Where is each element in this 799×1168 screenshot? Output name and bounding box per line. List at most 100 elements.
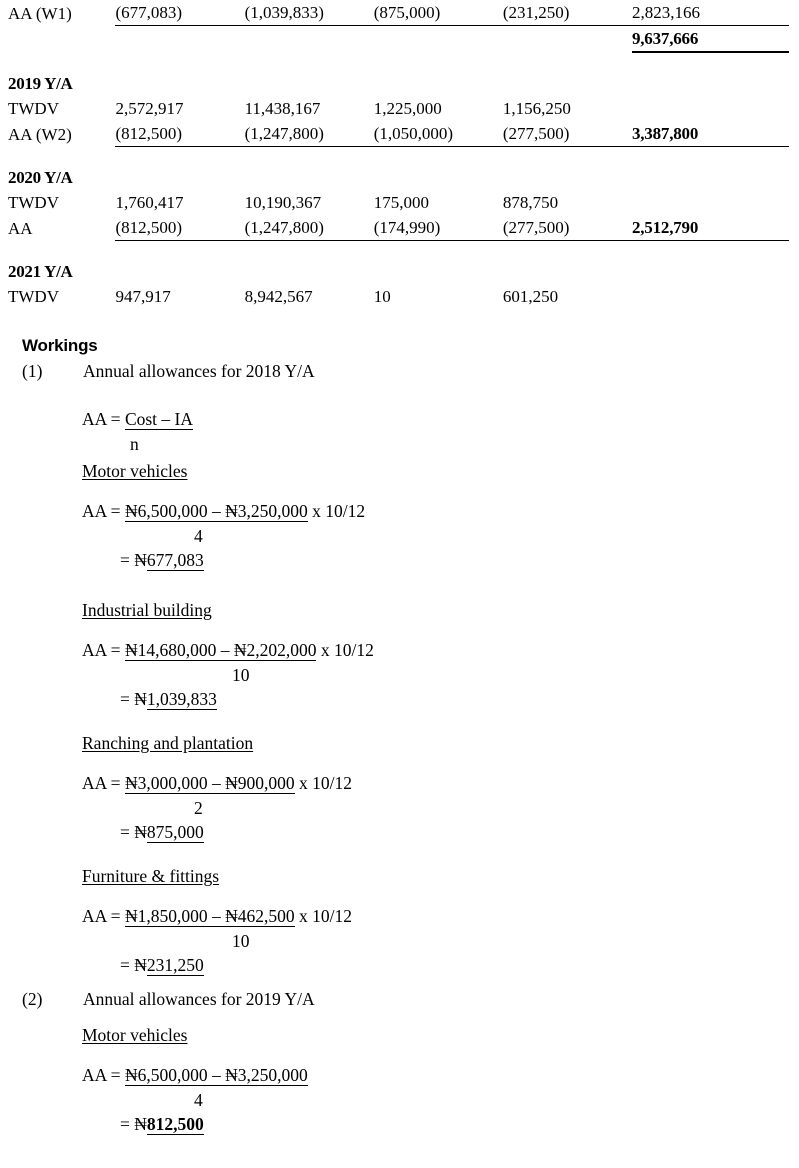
working-item-2: (2) Annual allowances for 2019 Y/A — [22, 986, 799, 1012]
asset-name: Industrial building — [82, 600, 212, 620]
formula-lhs: AA = — [82, 906, 125, 926]
spacer — [82, 623, 799, 631]
table-row: 2021 Y/A — [8, 259, 789, 284]
row-total — [632, 71, 789, 96]
working-title: Annual allowances for 2019 Y/A — [83, 989, 315, 1009]
row-value-motor — [115, 165, 244, 190]
row-value-ranching — [374, 259, 503, 284]
formula-denominator: 10 — [232, 665, 250, 685]
asset-name: Motor vehicles — [82, 1025, 188, 1045]
formula-lhs: AA = — [82, 501, 125, 521]
row-total — [632, 96, 789, 121]
asset-name-heading: Motor vehicles — [82, 458, 799, 484]
row-value-ranching: (174,990) — [373, 215, 503, 241]
row-value-motor: (812,500) — [115, 215, 245, 241]
spacer — [0, 712, 799, 728]
result-value: 231,250 — [146, 955, 204, 976]
spacer — [0, 845, 799, 861]
table-row: 9,637,666 — [8, 25, 789, 53]
row-label: AA (W2) — [8, 124, 72, 144]
asset-formula-line: AA = ₦1,850,000 – ₦462,500 x 10/12 — [82, 904, 799, 929]
row-value-building: 8,942,567 — [244, 287, 313, 306]
formula-factor: x 10/12 — [294, 773, 352, 793]
formula-denominator: 4 — [194, 526, 203, 546]
row-value-building: (1,247,800) — [244, 215, 374, 241]
row-value-furniture — [503, 26, 632, 53]
row-total — [632, 259, 789, 284]
row-value-building — [245, 165, 374, 190]
asset-name-heading: Furniture & fittings — [82, 863, 799, 889]
asset-formula-line: AA = ₦6,500,000 – ₦3,250,000 — [82, 1063, 799, 1088]
formula-lhs: AA = — [82, 1065, 125, 1085]
asset-formula-line: AA = ₦6,500,000 – ₦3,250,000 x 10/12 — [82, 499, 799, 524]
asset-result-line: = ₦812,500 — [82, 1112, 799, 1137]
row-value-building — [245, 71, 374, 96]
row-value-ranching: (1,050,000) — [373, 121, 503, 147]
spacer — [0, 384, 799, 400]
table-row: TWDV 1,760,417 10,190,367 175,000 878,75… — [8, 190, 789, 215]
row-value-building: (1,247,800) — [244, 121, 374, 147]
row-value-furniture: (231,250) — [502, 0, 632, 26]
asset-name: Motor vehicles — [82, 461, 188, 481]
row-value-motor: 1,760,417 — [115, 193, 184, 212]
asset-result-line: = ₦1,039,833 — [82, 687, 799, 712]
row-label: AA (W1) — [8, 3, 72, 23]
total-allowance-2020: 2,512,790 — [631, 215, 789, 241]
row-value-ranching — [374, 26, 503, 53]
formula-numerator: Cost – IA — [124, 409, 193, 430]
row-value-ranching: 1,225,000 — [373, 99, 442, 118]
asset-result-line: = ₦875,000 — [82, 820, 799, 845]
result-prefix: = ₦ — [120, 550, 147, 570]
formula-numerator: ₦6,500,000 – ₦3,250,000 — [124, 1065, 308, 1086]
result-prefix: = ₦ — [120, 822, 147, 842]
row-value-motor: 2,572,917 — [115, 99, 184, 118]
formula-denominator: 2 — [194, 798, 203, 818]
asset-name: Furniture & fittings — [82, 866, 220, 886]
row-value-ranching: (875,000) — [373, 0, 503, 26]
formula-denominator: 4 — [194, 1090, 203, 1110]
row-value-furniture — [503, 259, 632, 284]
formula-lhs: AA = — [82, 640, 125, 660]
formula-denominator: n — [130, 434, 139, 454]
table-row: TWDV 2,572,917 11,438,167 1,225,000 1,15… — [8, 96, 789, 121]
asset-name: Ranching and plantation — [82, 733, 254, 753]
working-number: (1) — [22, 361, 43, 381]
asset-result-line: = ₦231,250 — [82, 953, 799, 978]
asset-name-heading: Ranching and plantation — [82, 730, 799, 756]
row-value-building — [245, 26, 374, 53]
total-allowance-2019: 3,387,800 — [631, 121, 789, 147]
spacer — [82, 1048, 799, 1056]
result-prefix: = ₦ — [120, 955, 147, 975]
asset-name-heading: Industrial building — [82, 597, 799, 623]
row-value-furniture — [503, 71, 632, 96]
row-value-furniture: 1,156,250 — [502, 99, 571, 118]
general-formula: AA = Cost – IA n — [82, 407, 799, 456]
table-row: 2019 Y/A — [8, 71, 789, 96]
result-value: 812,500 — [146, 1114, 204, 1135]
table-row: AA (812,500) (1,247,800) (174,990) (277,… — [8, 215, 789, 241]
year-heading-2020: 2020 Y/A — [8, 168, 73, 187]
spacer-cell — [8, 241, 789, 260]
spacer — [0, 1012, 799, 1020]
capital-allowance-table: AA (W1) (677,083) (1,039,833) (875,000) … — [0, 0, 799, 309]
table-row: AA (W1) (677,083) (1,039,833) (875,000) … — [8, 0, 789, 26]
spacer — [82, 484, 799, 492]
table-spacer — [8, 147, 789, 166]
formula-numerator: ₦1,850,000 – ₦462,500 — [124, 906, 295, 927]
formula-numerator: ₦3,000,000 – ₦900,000 — [124, 773, 295, 794]
table-spacer — [8, 52, 789, 71]
result-prefix: = ₦ — [120, 1114, 147, 1134]
row-value-motor — [115, 71, 244, 96]
result-value: 875,000 — [146, 822, 204, 843]
formula-lhs: AA = — [82, 409, 125, 429]
row-label — [8, 26, 115, 53]
spacer — [0, 573, 799, 595]
spacer-cell — [8, 52, 789, 71]
row-label: TWDV — [8, 99, 59, 118]
row-value-motor: (812,500) — [115, 121, 245, 147]
row-value-ranching — [374, 165, 503, 190]
row-label: TWDV — [8, 193, 59, 212]
year-heading-2021: 2021 Y/A — [8, 262, 73, 281]
row-value-building — [245, 259, 374, 284]
row-value-furniture — [503, 165, 632, 190]
